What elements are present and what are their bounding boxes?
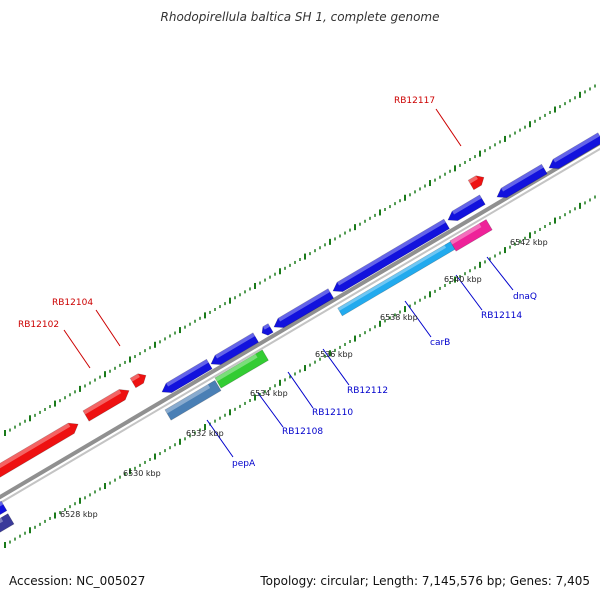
kbp-label: 6536 kbp	[315, 350, 353, 359]
gene-feature-green[interactable]	[214, 349, 269, 389]
gene-feature-rb12112[interactable]	[271, 288, 335, 332]
gene-feature-rb12112a[interactable]	[208, 332, 259, 369]
outer-tick-marks	[4, 84, 596, 436]
label-rb12108[interactable]: RB12108	[282, 427, 323, 437]
position-labels: 6528 kbp 6530 kbp 6532 kbp 6534 kbp 6536 kbp…	[60, 238, 548, 519]
gene-feature-right-edge[interactable]	[546, 132, 600, 173]
gene-feature-left-edge[interactable]	[0, 500, 8, 518]
kbp-label: 6538 kbp	[380, 313, 418, 322]
gene-feature-dnaQ-upstream[interactable]	[494, 163, 548, 201]
kbp-label: 6530 kbp	[123, 469, 161, 478]
gene-feature-navy[interactable]	[0, 513, 15, 536]
gene-feature-dnaQ[interactable]	[449, 219, 493, 252]
label-rb12114[interactable]: RB12114	[481, 311, 522, 321]
gene-feature-rb12114[interactable]	[445, 194, 486, 225]
gene-feature-rb12102[interactable]	[0, 419, 81, 481]
genome-summary: Topology: circular; Length: 7,145,576 bp…	[260, 574, 590, 588]
gene-feature-rb12104[interactable]	[82, 385, 132, 422]
gene-feature-carB-upstream[interactable]	[330, 218, 450, 296]
label-rb12110[interactable]: RB12110	[312, 408, 353, 418]
gene-features	[0, 132, 600, 536]
gene-feature-small-blue[interactable]	[259, 323, 274, 338]
inner-tick-marks	[4, 195, 596, 548]
label-rb12112[interactable]: RB12112	[347, 386, 388, 396]
gene-feature-small[interactable]	[129, 371, 149, 389]
label-carB[interactable]: carB	[430, 338, 450, 348]
kbp-label: 6540 kbp	[444, 275, 482, 284]
accession-label: Accession: NC_005027	[9, 574, 146, 588]
label-dnaQ[interactable]: dnaQ	[513, 292, 537, 302]
gene-feature-pepA[interactable]	[164, 379, 222, 421]
label-leader-lines	[63, 108, 514, 458]
gene-labels: RB12102 RB12104 RB12117 pepA RB12108 RB12110 R…	[18, 96, 537, 469]
label-rb12104[interactable]: RB12104	[52, 298, 93, 308]
kbp-label: 6528 kbp	[60, 510, 98, 519]
label-rb12117[interactable]: RB12117	[394, 96, 435, 106]
gene-feature-rb12110[interactable]	[159, 358, 213, 396]
label-rb12102[interactable]: RB12102	[18, 320, 59, 330]
kbp-label: 6532 kbp	[186, 429, 224, 438]
genome-backbone	[0, 140, 600, 505]
kbp-label: 6534 kbp	[250, 389, 288, 398]
label-pepA[interactable]: pepA	[232, 459, 256, 469]
map-title: Rhodopirellula baltica SH 1, complete ge…	[160, 10, 440, 24]
gene-feature-rb12117[interactable]	[467, 173, 487, 191]
kbp-label: 6542 kbp	[510, 238, 548, 247]
